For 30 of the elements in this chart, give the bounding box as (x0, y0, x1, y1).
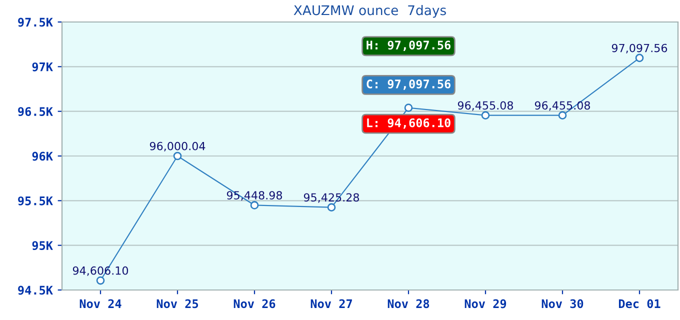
data-label: 96,000.04 (150, 142, 206, 152)
x-tick-label: Dec 01 (618, 299, 660, 308)
point (635, 54, 644, 62)
y-tick-label: 94.5K (18, 286, 53, 295)
point (404, 104, 413, 112)
x-tick-label: Nov 29 (464, 299, 506, 308)
x-tick-label: Nov 25 (156, 299, 198, 308)
point (327, 203, 336, 212)
point (558, 111, 567, 120)
x-tick-label: Nov 30 (542, 299, 584, 308)
point (96, 276, 105, 285)
x-tick-label: Nov 24 (80, 299, 122, 308)
y-tick-label: 96.5K (18, 107, 53, 116)
point (481, 111, 490, 120)
y-tick-label: 95K (32, 241, 53, 250)
y-tick-label: 95.5K (18, 196, 53, 206)
y-tick-label: 97K (32, 62, 53, 72)
annotation: C: 97,097.56 (366, 79, 451, 90)
point (250, 201, 259, 210)
annotation: L: 94,606.10 (367, 118, 450, 129)
point (173, 152, 182, 160)
chart-title: XAUZMW ounce 7days (294, 5, 446, 18)
x-tick-label: Nov 28 (388, 299, 430, 308)
data-label: 96,455.08 (458, 101, 514, 111)
annotation: H: 97,097.56 (366, 40, 451, 52)
y-tick-label: 97.5K (18, 18, 53, 27)
y-tick-label: 96K (32, 152, 53, 161)
data-label: 97,097.56 (612, 44, 668, 54)
x-tick-label: Nov 27 (310, 299, 352, 308)
x-tick-label: Nov 26 (234, 299, 276, 308)
